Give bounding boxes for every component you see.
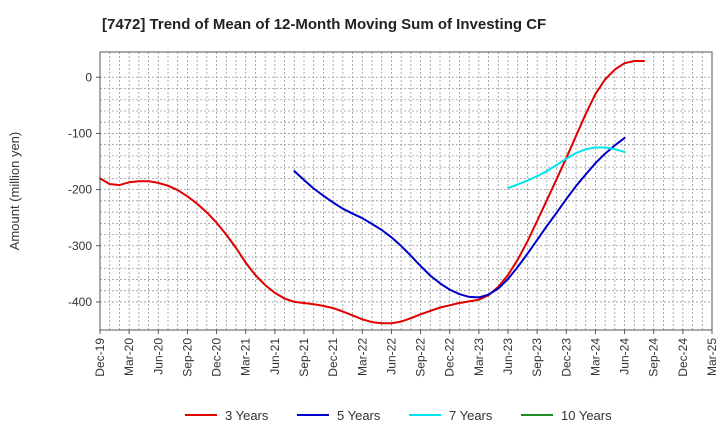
y-tick-label: -200 (68, 183, 92, 197)
series-line-3-years (99, 60, 646, 325)
x-tick-label: Dec-20 (210, 338, 224, 377)
x-tick-label: Jun-24 (618, 338, 632, 375)
x-tick-label: Jun-20 (151, 338, 165, 375)
x-tick-label: Dec-22 (443, 338, 457, 377)
series-line-5-years (293, 136, 626, 299)
plot-area (99, 51, 713, 331)
x-tick-label: Mar-23 (472, 338, 486, 376)
x-tick-label: Mar-24 (588, 338, 602, 376)
x-tick-label: Mar-21 (239, 338, 253, 376)
x-tick-label: Dec-21 (326, 338, 340, 377)
x-axis: Dec-19 Mar-20 Jun-20 Sep-20 Dec-20 Mar-21 Jun-… (93, 330, 719, 377)
x-tick-label: Dec-24 (676, 338, 690, 377)
x-tick-label: Dec-23 (559, 338, 573, 377)
x-tick-label: Sep-21 (297, 338, 311, 377)
x-tick-label: Jun-21 (268, 338, 282, 375)
series-line-7-years (507, 146, 626, 189)
x-tick-label: Jun-23 (501, 338, 515, 375)
x-tick-label: Sep-20 (180, 338, 194, 377)
legend-label-3-years: 3 Years (225, 408, 269, 423)
x-tick-label: Jun-22 (384, 338, 398, 375)
x-tick-label: Mar-20 (122, 338, 136, 376)
x-tick-label: Mar-22 (355, 338, 369, 376)
legend-label-10-years: 10 Years (561, 408, 612, 423)
chart-title: [7472] Trend of Mean of 12-Month Moving … (102, 16, 546, 33)
y-tick-label: -400 (68, 295, 92, 309)
x-tick-label: Sep-22 (414, 338, 428, 377)
x-tick-label: Sep-24 (647, 338, 661, 377)
legend: 3 Years 5 Years 7 Years 10 Years (185, 408, 612, 423)
legend-label-5-years: 5 Years (337, 408, 381, 423)
x-tick-label: Sep-23 (530, 338, 544, 377)
x-tick-label: Dec-19 (93, 338, 107, 377)
y-tick-label: -300 (68, 239, 92, 253)
plot-background (100, 52, 712, 330)
y-tick-label: -100 (68, 126, 92, 140)
series-group (99, 60, 646, 325)
x-tick-label: Mar-25 (705, 338, 719, 376)
y-tick-label: 0 (85, 70, 92, 84)
y-axis-label: Amount (million yen) (7, 132, 22, 251)
grid (100, 52, 712, 330)
y-axis: 0 -100 -200 -300 -400 (68, 70, 100, 309)
plot-frame (99, 51, 713, 331)
legend-label-7-years: 7 Years (449, 408, 493, 423)
